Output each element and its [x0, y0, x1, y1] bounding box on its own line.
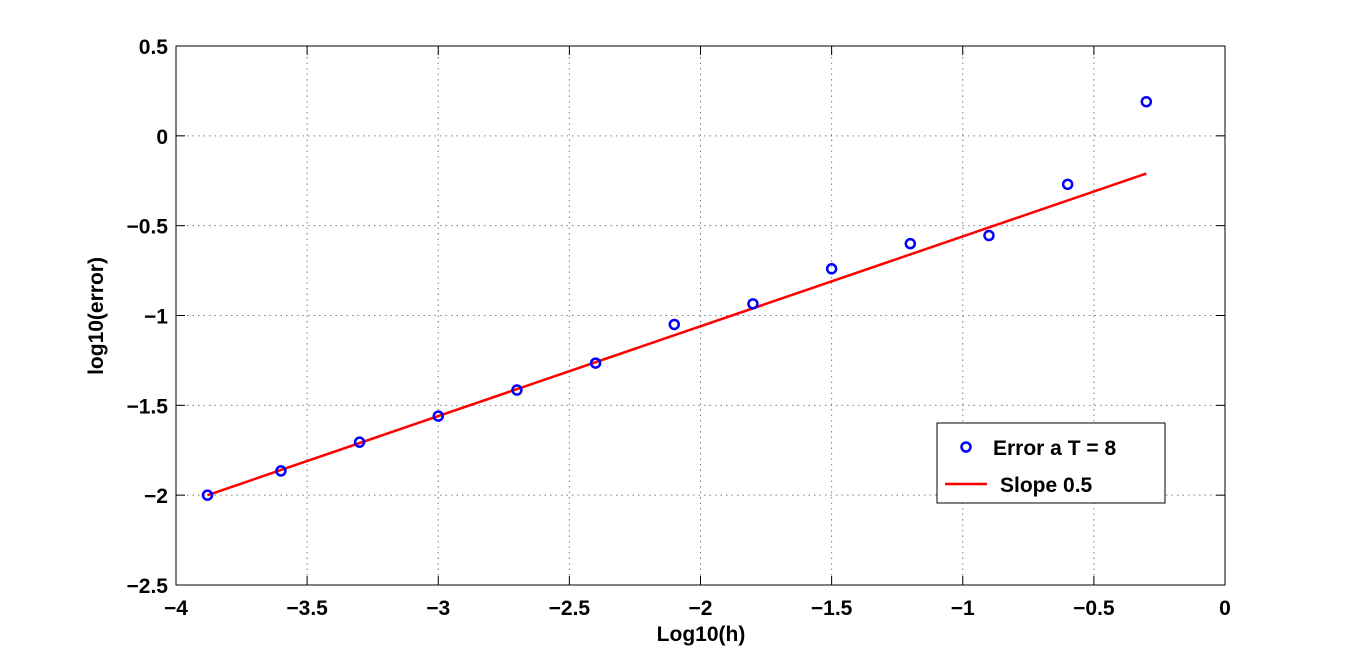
- error-point: [668, 318, 681, 331]
- tick-marks: [175, 45, 1226, 586]
- error-point: [747, 298, 759, 310]
- y-tick-label: 0: [156, 126, 168, 149]
- y-tick-label: −2: [144, 485, 168, 508]
- error-point: [589, 357, 602, 369]
- error-point: [511, 384, 523, 396]
- legend-box: [936, 422, 1166, 504]
- legend-label-error: Error a T = 8: [993, 437, 1116, 460]
- x-tick-label: −1: [951, 597, 975, 620]
- x-tick-label: 0: [1219, 597, 1231, 620]
- y-axis-title: log10(error): [85, 257, 108, 375]
- x-tick-label: −2: [689, 597, 713, 620]
- y-tick-label: −1: [144, 306, 168, 329]
- x-tick-labels: −4 −3.5 −3 −2.5 −2 −1.5 −1 −0.5 0: [164, 597, 1231, 620]
- x-tick-label: −0.5: [1073, 597, 1115, 620]
- legend-label-slope: Slope 0.5: [1000, 474, 1093, 497]
- error-point: [1140, 95, 1153, 108]
- error-point: [983, 229, 995, 242]
- error-point: [904, 237, 917, 250]
- x-tick-label: −3.5: [286, 597, 328, 620]
- error-point: [353, 436, 366, 448]
- y-tick-labels: −2.5 −2 −1.5 −1 −0.5 0 0.5: [127, 36, 169, 598]
- x-tick-label: −3: [426, 597, 450, 620]
- error-point: [201, 489, 214, 501]
- error-point: [432, 410, 444, 422]
- x-tick-label: −2.5: [549, 597, 591, 620]
- legend-marker-error: [960, 441, 972, 453]
- error-point: [825, 263, 838, 275]
- legend: Error a T = 8 Slope 0.5: [936, 422, 1166, 504]
- x-tick-label: −1.5: [811, 597, 853, 620]
- y-tick-label: −2.5: [127, 575, 169, 598]
- scatter-points: [201, 95, 1153, 501]
- y-tick-label: 0.5: [139, 36, 169, 59]
- grid-lines: [176, 46, 1225, 585]
- x-axis-title: Log10(h): [657, 623, 746, 646]
- error-point: [275, 465, 287, 477]
- y-tick-label: −1.5: [127, 395, 169, 418]
- x-tick-label: −4: [164, 597, 188, 620]
- y-tick-label: −0.5: [127, 216, 169, 239]
- error-point: [1061, 178, 1074, 191]
